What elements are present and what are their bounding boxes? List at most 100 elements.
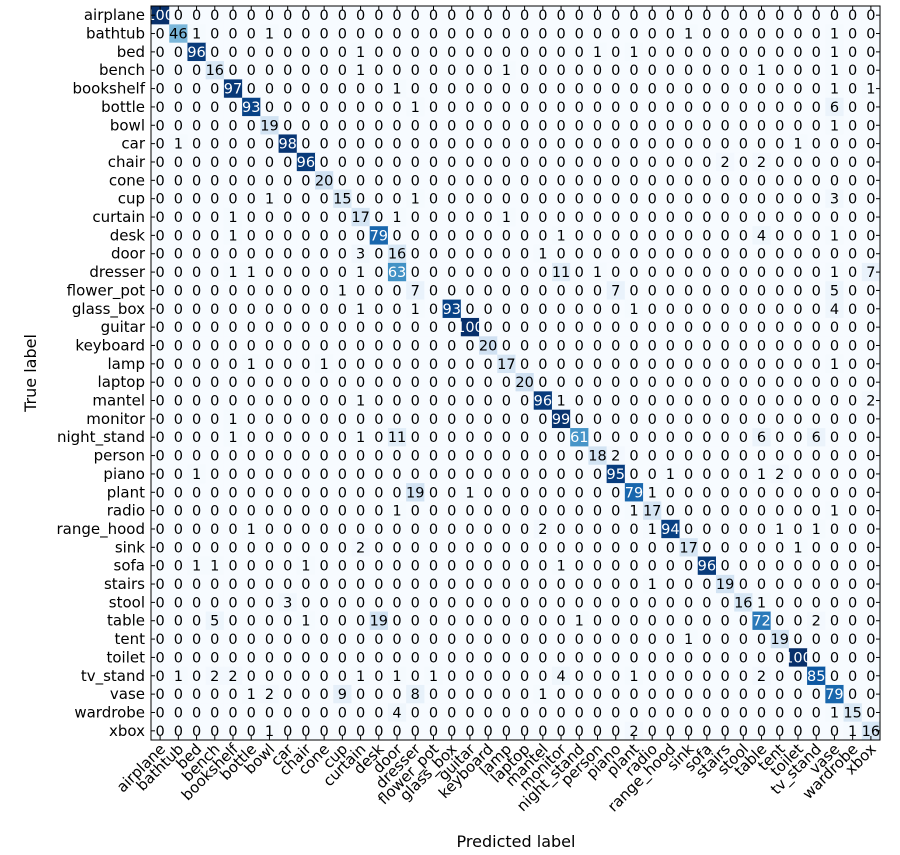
matrix-cell xyxy=(624,24,644,44)
cell-value-label: 0 xyxy=(338,577,347,593)
cell-value-label: 0 xyxy=(757,27,766,43)
cell-value-label: 0 xyxy=(301,82,310,98)
cell-value-label: 1 xyxy=(192,27,201,43)
cell-value-label: 0 xyxy=(192,430,201,446)
cell-value-label: 0 xyxy=(666,504,675,520)
cell-value-label: 0 xyxy=(702,137,711,153)
cell-value-label: 0 xyxy=(538,173,547,189)
matrix-cell xyxy=(351,97,371,117)
cell-value-label: 0 xyxy=(593,320,602,336)
cell-value-label: 0 xyxy=(338,27,347,43)
cell-value-label: 0 xyxy=(684,669,693,685)
cell-value-label: 0 xyxy=(210,82,219,98)
cell-value-label: 0 xyxy=(793,82,802,98)
matrix-cell xyxy=(278,134,298,154)
matrix-cell xyxy=(643,24,662,44)
cell-value-label: 0 xyxy=(228,118,237,134)
cell-value-label: 94 xyxy=(661,522,679,538)
matrix-cell xyxy=(661,42,681,62)
cell-value-label: 17 xyxy=(679,540,697,556)
matrix-cell xyxy=(715,79,735,99)
cell-value-label: 0 xyxy=(575,504,584,520)
cell-value-label: 0 xyxy=(374,155,383,171)
cell-value-label: 0 xyxy=(611,650,620,666)
matrix-cell xyxy=(442,61,462,80)
cell-value-label: 0 xyxy=(283,302,292,318)
matrix-cell xyxy=(515,42,535,62)
cell-value-label: 0 xyxy=(593,155,602,171)
cell-value-label: 0 xyxy=(356,449,365,465)
cell-value-label: 0 xyxy=(666,247,675,263)
cell-value-label: 0 xyxy=(374,632,383,648)
cell-value-label: 0 xyxy=(629,632,638,648)
cell-value-label: 0 xyxy=(320,412,329,428)
cell-value-label: 0 xyxy=(830,210,839,226)
matrix-cell xyxy=(387,6,407,25)
cell-value-label: 1 xyxy=(356,394,365,410)
cell-value-label: 0 xyxy=(611,705,620,721)
cell-value-label: 0 xyxy=(484,283,493,299)
cell-value-label: 0 xyxy=(265,485,274,501)
cell-value-label: 0 xyxy=(793,705,802,721)
cell-value-label: 0 xyxy=(283,394,292,410)
matrix-cell xyxy=(697,152,717,172)
cell-value-label: 0 xyxy=(429,63,438,79)
matrix-cell xyxy=(151,116,170,136)
matrix-cell xyxy=(570,6,589,25)
cell-value-label: 0 xyxy=(702,247,711,263)
cell-value-label: 1 xyxy=(757,63,766,79)
cell-value-label: 0 xyxy=(720,522,729,538)
matrix-cell xyxy=(679,24,699,44)
cell-value-label: 0 xyxy=(192,650,201,666)
cell-value-label: 0 xyxy=(666,430,675,446)
matrix-cell xyxy=(679,134,699,154)
cell-value-label: 0 xyxy=(228,45,237,61)
cell-value-label: 0 xyxy=(411,522,420,538)
cell-value-label: 0 xyxy=(429,614,438,630)
matrix-cell xyxy=(624,42,644,62)
cell-value-label: 0 xyxy=(155,265,164,281)
cell-value-label: 0 xyxy=(538,137,547,153)
cell-value-label: 0 xyxy=(320,45,329,61)
cell-value-label: 0 xyxy=(575,210,584,226)
cell-value-label: 0 xyxy=(192,63,201,79)
cell-value-label: 0 xyxy=(739,302,748,318)
matrix-cell xyxy=(223,97,243,117)
cell-value-label: 0 xyxy=(155,430,164,446)
matrix-cell xyxy=(861,134,881,154)
matrix-cell xyxy=(807,97,826,117)
cell-value-label: 0 xyxy=(210,705,219,721)
cell-value-label: 0 xyxy=(520,228,529,244)
cell-value-label: 0 xyxy=(192,522,201,538)
cell-value-label: 0 xyxy=(556,467,565,483)
y-tick-label: laptop xyxy=(98,373,145,391)
cell-value-label: 0 xyxy=(247,155,256,171)
cell-value-label: 0 xyxy=(648,375,657,391)
cell-value-label: 1 xyxy=(228,430,237,446)
matrix-cell xyxy=(570,79,589,99)
cell-value-label: 0 xyxy=(720,247,729,263)
matrix-cell xyxy=(497,152,517,172)
cell-value-label: 0 xyxy=(247,228,256,244)
cell-value-label: 0 xyxy=(429,522,438,538)
cell-value-label: 0 xyxy=(411,27,420,43)
cell-value-label: 0 xyxy=(228,559,237,575)
cell-value-label: 18 xyxy=(588,449,606,465)
matrix-cell xyxy=(205,79,225,99)
matrix-cell xyxy=(260,6,280,25)
cell-value-label: 0 xyxy=(210,247,219,263)
cell-value-label: 0 xyxy=(575,485,584,501)
cell-value-label: 0 xyxy=(320,63,329,79)
cell-value-label: 0 xyxy=(684,82,693,98)
matrix-cell xyxy=(734,134,754,154)
cell-value-label: 0 xyxy=(502,118,511,134)
cell-value-label: 0 xyxy=(848,82,857,98)
matrix-cell xyxy=(296,152,316,172)
cell-value-label: 0 xyxy=(812,705,821,721)
cell-value-label: 0 xyxy=(320,283,329,299)
matrix-cell xyxy=(205,134,225,154)
cell-value-label: 0 xyxy=(720,137,729,153)
cell-value-label: 0 xyxy=(812,449,821,465)
cell-value-label: 0 xyxy=(702,8,711,24)
cell-value-label: 0 xyxy=(192,357,201,373)
